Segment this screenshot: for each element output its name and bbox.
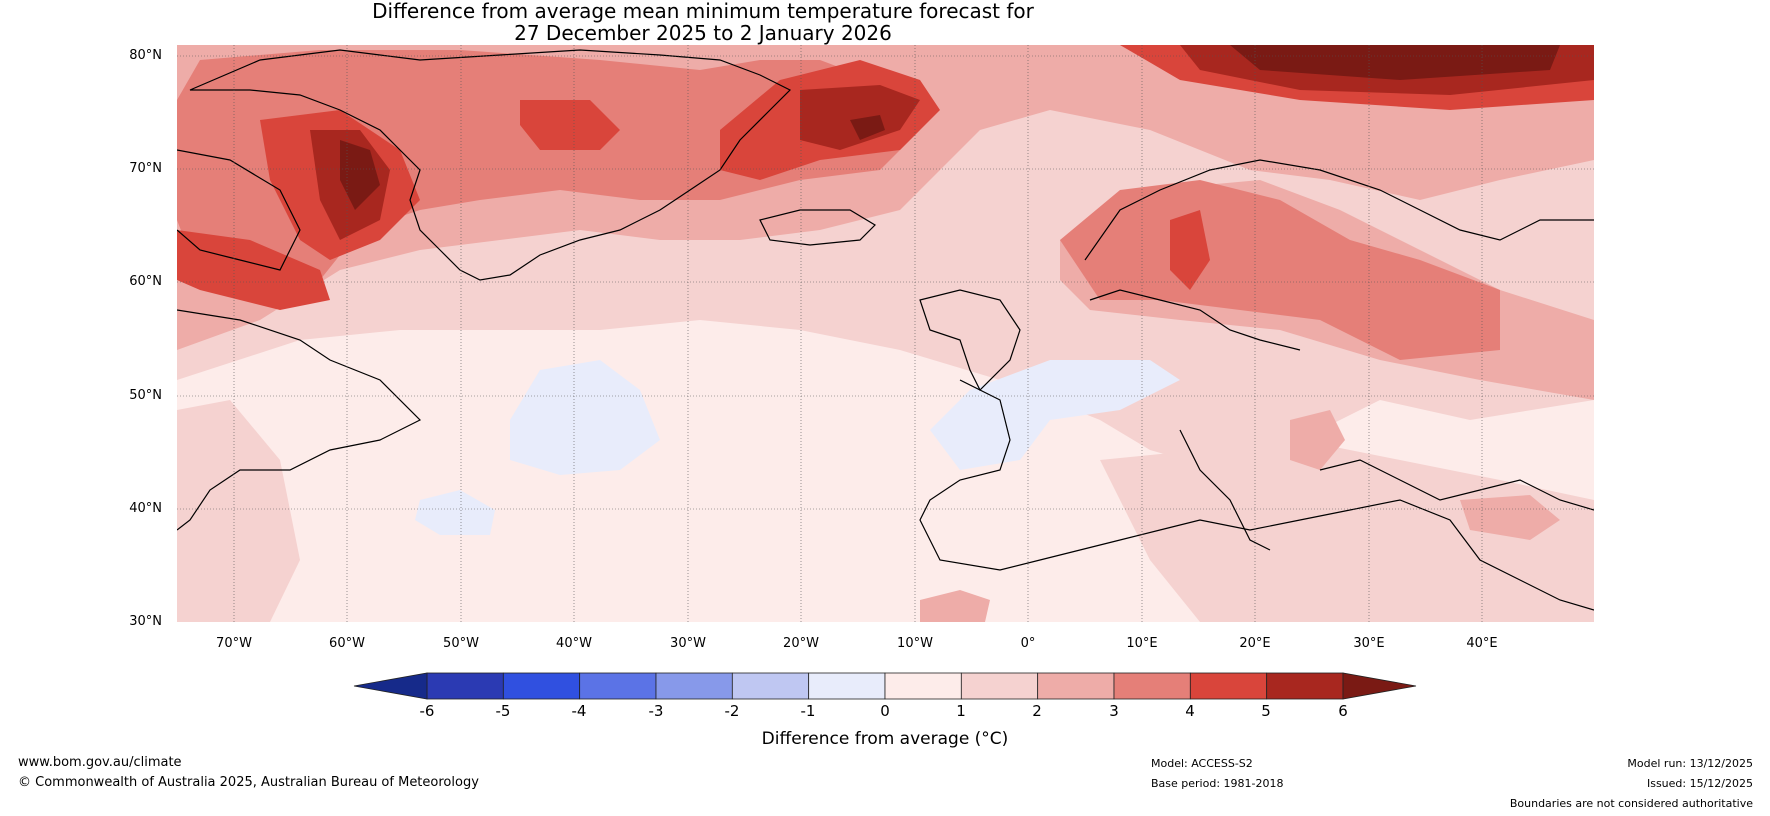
lon-label-0: 0° (1020, 636, 1036, 651)
colorbar-under-arrow (353, 672, 428, 700)
lat-label-70n: 70°N (129, 161, 162, 176)
colorbar-tick: 6 (1338, 702, 1348, 720)
lat-label-80n: 80°N (129, 48, 162, 63)
colorbar-segment (808, 672, 886, 700)
colorbar-segment (731, 672, 810, 700)
colorbar-tick: -6 (419, 702, 435, 720)
colorbar-tick: 5 (1261, 702, 1271, 720)
lon-label-40e: 40°E (1466, 636, 1498, 651)
graticule (177, 45, 1594, 622)
colorbar-tick: 1 (956, 702, 966, 720)
colorbar-label: Difference from average (°C) (761, 729, 1009, 749)
lon-label-70w: 70°W (216, 636, 252, 651)
lon-label-40w: 40°W (556, 636, 592, 651)
colorbar-tick: 2 (1032, 702, 1042, 720)
copyright-notice: © Commonwealth of Australia 2025, Austra… (18, 775, 479, 790)
model-run-date: Model run: 13/12/2025 (1627, 757, 1753, 770)
colorbar-segment (426, 672, 504, 700)
colorbar-tick: 4 (1185, 702, 1195, 720)
colorbar-tick: -1 (800, 702, 816, 720)
coastlines (177, 49, 1594, 611)
colorbar-segment (1113, 672, 1191, 700)
colorbar-segment (1266, 672, 1344, 700)
base-period: Base period: 1981-2018 (1151, 777, 1284, 790)
issued-date: Issued: 15/12/2025 (1646, 777, 1753, 790)
anomaly-field (177, 45, 1594, 622)
lon-label-10w: 10°W (897, 636, 933, 651)
colorbar-segment (1037, 672, 1115, 700)
lon-label-20e: 20°E (1239, 636, 1271, 651)
colorbar-segment (960, 672, 1039, 700)
colorbar-tick: 0 (880, 702, 890, 720)
colorbar-segment (579, 672, 657, 700)
colorbar-tick: -2 (724, 702, 740, 720)
lon-label-20w: 20°W (783, 636, 819, 651)
boundary-disclaimer: Boundaries are not considered authoritat… (1509, 797, 1753, 810)
lon-label-30e: 30°E (1353, 636, 1385, 651)
colorbar-tick: -4 (571, 702, 587, 720)
colorbar-over-arrow (1342, 672, 1417, 700)
lon-label-50w: 50°W (443, 636, 479, 651)
lon-label-30w: 30°W (670, 636, 706, 651)
model-name: Model: ACCESS-S2 (1151, 757, 1253, 770)
lat-label-60n: 60°N (129, 274, 162, 289)
lat-label-30n: 30°N (129, 614, 162, 629)
map-title-line-2: 27 December 2025 to 2 January 2026 (514, 21, 892, 45)
colorbar-segment (655, 672, 733, 700)
colorbar-tick: 3 (1109, 702, 1119, 720)
colorbar-segment (502, 672, 581, 700)
lon-label-60w: 60°W (329, 636, 365, 651)
lat-label-50n: 50°N (129, 388, 162, 403)
colorbar-tick: -3 (648, 702, 664, 720)
lat-label-40n: 40°N (129, 501, 162, 516)
lon-label-10e: 10°E (1126, 636, 1158, 651)
colorbar-segment (884, 672, 962, 700)
map-title-line-1: Difference from average mean minimum tem… (372, 0, 1034, 23)
website-link[interactable]: www.bom.gov.au/climate (18, 755, 182, 770)
colorbar-segment (1189, 672, 1268, 700)
colorbar (353, 672, 1417, 700)
colorbar-tick: -5 (495, 702, 511, 720)
